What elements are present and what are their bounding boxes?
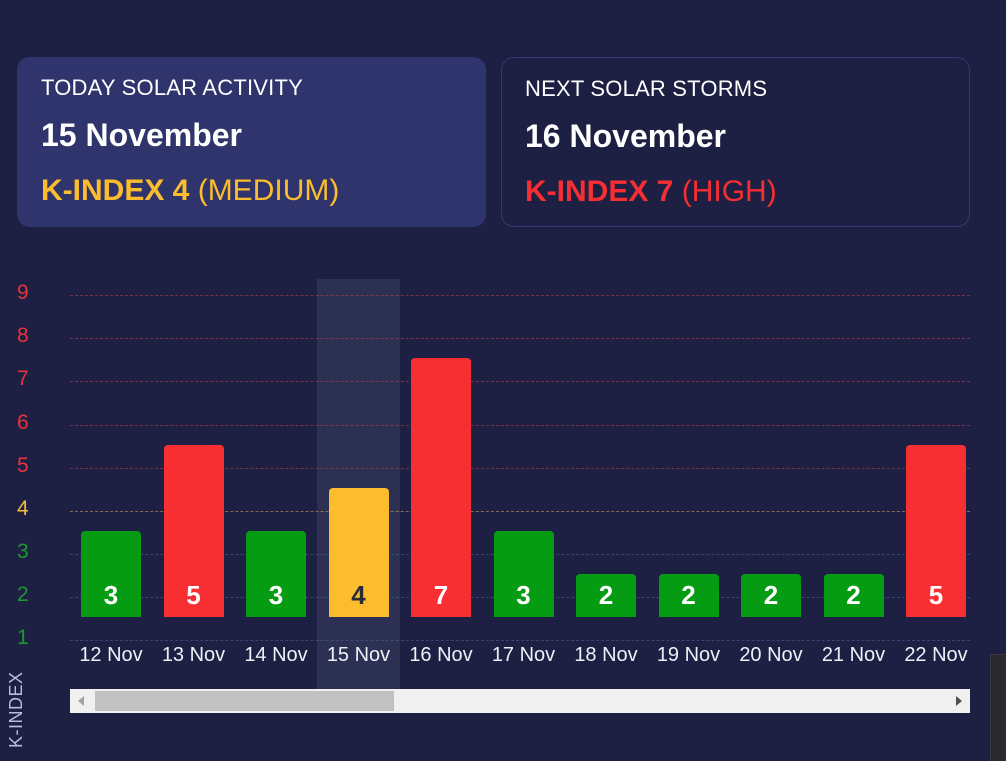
bar-value-label: 7 xyxy=(433,580,449,610)
gridline-6 xyxy=(70,425,970,426)
next-card-date: 16 November xyxy=(525,118,726,154)
chart-horizontal-scrollbar[interactable] xyxy=(70,689,970,713)
bar-18-nov[interactable]: 2 xyxy=(576,574,636,617)
next-solar-storms-card: NEXT SOLAR STORMS 16 November K-INDEX 7 … xyxy=(501,57,970,227)
y-tick-4: 4 xyxy=(17,496,29,520)
gridline-4 xyxy=(70,511,970,512)
x-tick-label: 12 Nov xyxy=(79,644,143,666)
y-tick-3: 3 xyxy=(17,539,29,563)
x-tick-label: 16 Nov xyxy=(409,644,473,666)
x-tick-label: 22 Nov xyxy=(904,644,968,666)
scrollbar-thumb[interactable] xyxy=(95,691,394,711)
x-tick-label: 13 Nov xyxy=(161,644,226,666)
y-tick-6: 6 xyxy=(17,410,29,434)
bar-20-nov[interactable]: 2 xyxy=(741,574,801,617)
y-tick-7: 7 xyxy=(17,367,29,391)
gridline-5 xyxy=(70,468,970,469)
today-card-kindex-line: K-INDEX 4 (MEDIUM) xyxy=(41,174,339,208)
today-card-date: 15 November xyxy=(41,117,242,153)
x-tick-label: 17 Nov xyxy=(491,644,556,666)
bar-19-nov[interactable]: 2 xyxy=(658,574,719,617)
bar-value-label: 5 xyxy=(186,580,201,610)
bar-22-nov[interactable]: 5 xyxy=(906,445,966,617)
y-tick-1: 1 xyxy=(17,626,29,649)
y-tick-2: 2 xyxy=(17,582,29,606)
bar-value-label: 3 xyxy=(268,580,284,610)
bar-value-label: 3 xyxy=(516,580,531,610)
y-axis-title: K-INDEX xyxy=(6,671,26,748)
scroll-right-arrow-icon[interactable] xyxy=(956,696,962,706)
x-tick-label: 15 Nov xyxy=(326,644,391,666)
bar-15-nov[interactable]: 4 xyxy=(328,488,389,617)
bar-12-nov[interactable]: 3 xyxy=(81,531,141,617)
bar-16-nov[interactable]: 7 xyxy=(411,358,471,617)
y-tick-8: 8 xyxy=(17,324,29,348)
next-kindex-level: (HIGH) xyxy=(681,175,777,208)
bar-value-label: 2 xyxy=(598,580,614,610)
today-kindex-level: (MEDIUM) xyxy=(197,174,340,207)
today-column-highlight xyxy=(317,279,400,689)
x-tick-label: 18 Nov xyxy=(574,644,638,666)
next-kindex-value: K-INDEX 7 xyxy=(525,175,674,208)
y-tick-9: 9 xyxy=(17,281,29,305)
bar-value-label: 2 xyxy=(763,580,779,610)
next-card-kindex-line: K-INDEX 7 (HIGH) xyxy=(525,175,777,209)
bar-14-nov[interactable]: 3 xyxy=(246,531,306,617)
x-tick-label: 20 Nov xyxy=(739,644,803,666)
next-card-label: NEXT SOLAR STORMS xyxy=(525,76,768,101)
today-card-label: TODAY SOLAR ACTIVITY xyxy=(41,75,303,100)
gridline-7 xyxy=(70,381,970,382)
x-tick-label: 21 Nov xyxy=(821,644,886,666)
bar-value-label: 3 xyxy=(103,580,119,610)
gridline-1 xyxy=(70,640,970,641)
bar-value-label: 2 xyxy=(681,580,696,610)
x-tick-label: 19 Nov xyxy=(656,644,721,666)
side-panel-edge xyxy=(990,654,1006,761)
today-solar-activity-card: TODAY SOLAR ACTIVITY 15 November K-INDEX… xyxy=(17,57,486,227)
bar-value-label: 5 xyxy=(928,580,944,610)
bar-value-label: 2 xyxy=(846,580,861,610)
bar-13-nov[interactable]: 5 xyxy=(163,445,224,617)
bar-value-label: 4 xyxy=(351,580,366,610)
y-tick-5: 5 xyxy=(17,453,29,477)
today-kindex-value: K-INDEX 4 xyxy=(41,174,190,207)
x-tick-label: 14 Nov xyxy=(244,644,308,666)
scroll-left-arrow-icon[interactable] xyxy=(78,696,84,706)
bar-21-nov[interactable]: 2 xyxy=(823,574,884,617)
bar-17-nov[interactable]: 3 xyxy=(493,531,554,617)
gridline-9 xyxy=(70,295,970,296)
gridline-8 xyxy=(70,338,970,339)
